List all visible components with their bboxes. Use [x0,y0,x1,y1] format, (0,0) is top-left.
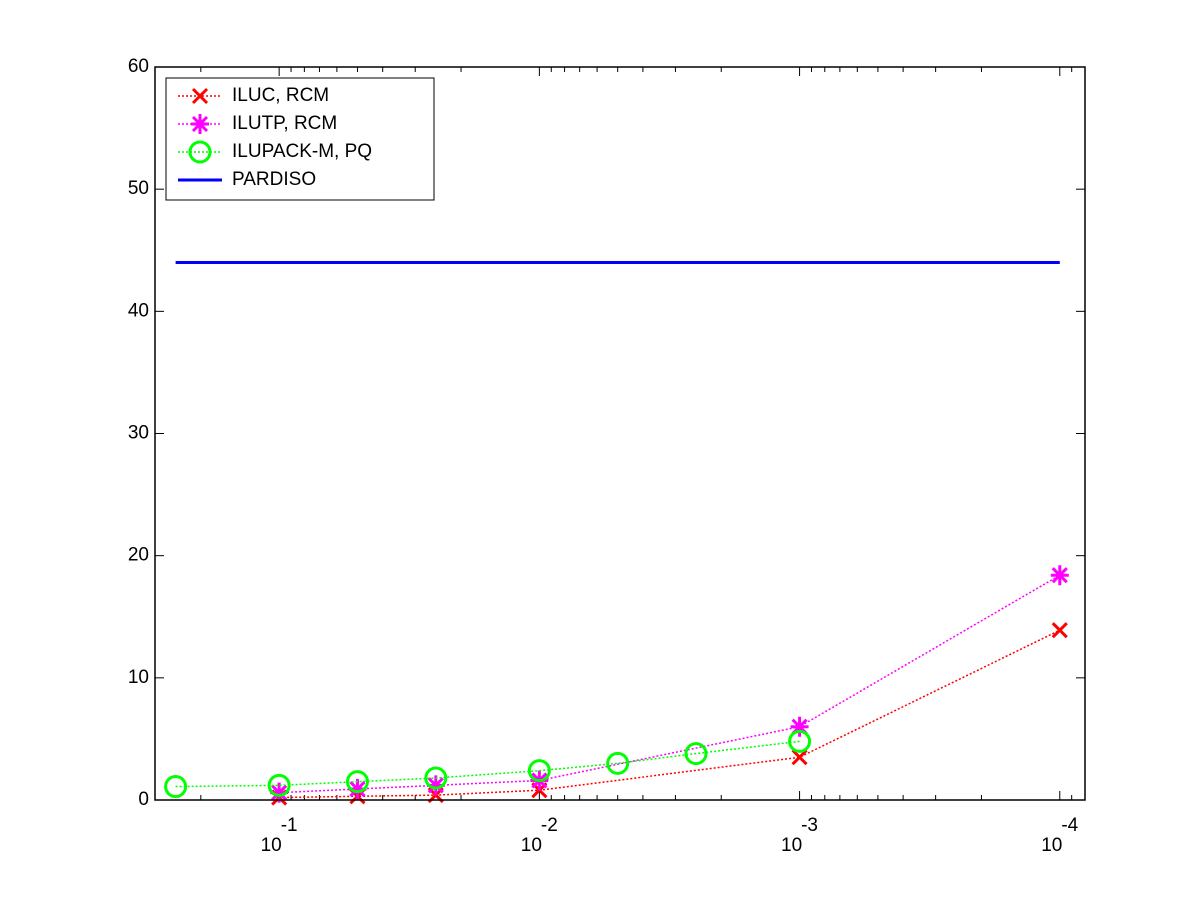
x-tick-exponent: -2 [541,815,558,836]
marker-star [790,716,809,737]
marker-star [1050,565,1069,586]
marker-x [791,749,808,766]
x-tick-exponent: -1 [281,815,298,836]
marker-circle [527,759,551,783]
marker-circle [188,140,212,164]
x-tick-label: 10 [1041,835,1062,856]
x-tick-label: 10 [781,835,802,856]
marker-circle [684,742,708,766]
y-tick-label: 0 [138,789,149,810]
series-line [279,629,1061,799]
marker-star [348,779,367,800]
marker-star [191,114,209,134]
legend-label: ILUC, RCM [232,85,329,106]
marker-circle [788,729,812,753]
marker-circle [267,773,291,797]
y-tick-label: 40 [128,300,149,321]
marker-circle [424,766,448,790]
y-tick-label: 10 [128,667,149,688]
legend-label: PARDISO [232,169,316,190]
x-tick-label: 10 [261,835,282,856]
y-tick-label: 30 [128,423,149,444]
marker-star [270,782,289,803]
x-tick-exponent: -4 [1061,815,1078,836]
series-line [175,740,800,788]
marker-circle [606,751,630,775]
y-tick-label: 20 [128,545,149,566]
y-tick-label: 50 [128,178,149,199]
marker-circle [164,775,188,799]
marker-circle [345,770,369,794]
x-tick-exponent: -3 [801,815,818,836]
y-tick-label: 60 [128,56,149,77]
marker-star [426,775,445,796]
marker-x [1051,622,1068,639]
marker-x [191,87,209,105]
legend-label: ILUTP, RCM [232,113,337,134]
legend-label: ILUPACK-M, PQ [232,141,372,162]
x-tick-label: 10 [521,835,542,856]
axes-box [154,66,1086,801]
series-line [279,574,1061,794]
